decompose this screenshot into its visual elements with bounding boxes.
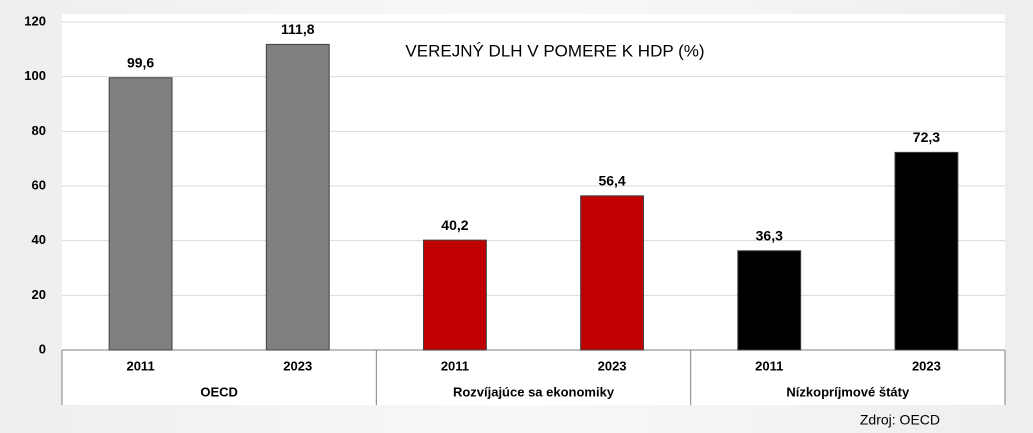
y-tick-label: 40	[32, 232, 46, 247]
chart-title: VEREJNÝ DLH V POMERE K HDP (%)	[405, 41, 704, 60]
value-label: 36,3	[756, 227, 783, 243]
value-label: 111,8	[281, 21, 315, 37]
y-tick-label: 80	[32, 123, 46, 138]
x-tick-label: 2011	[126, 358, 154, 373]
group-label: Rozvíjajúce sa ekonomiky	[453, 384, 615, 399]
x-tick-label: 2011	[441, 358, 469, 373]
value-label: 72,3	[913, 129, 940, 145]
y-tick-label: 60	[32, 177, 46, 192]
y-tick-label: 0	[39, 341, 46, 356]
y-tick-label: 20	[32, 287, 46, 302]
bar	[422, 239, 487, 351]
source-note: Zdroj: OECD	[860, 412, 940, 428]
group-label: Nízkopríjmové štáty	[786, 384, 910, 399]
value-label: 40,2	[441, 217, 468, 233]
value-label: 56,4	[598, 173, 625, 189]
bar	[737, 250, 802, 351]
bar	[580, 195, 645, 351]
x-tick-label: 2023	[283, 358, 312, 373]
group-label: OECD	[200, 384, 238, 399]
bar	[894, 151, 959, 351]
bar	[108, 77, 173, 351]
value-label: 99,6	[127, 54, 154, 70]
plot-background	[62, 14, 1005, 405]
x-tick-label: 2023	[912, 358, 941, 373]
y-tick-label: 100	[24, 68, 46, 83]
x-tick-label: 2023	[598, 358, 627, 373]
y-tick-label: 120	[24, 13, 46, 28]
bar	[265, 43, 330, 351]
x-tick-label: 2011	[755, 358, 783, 373]
